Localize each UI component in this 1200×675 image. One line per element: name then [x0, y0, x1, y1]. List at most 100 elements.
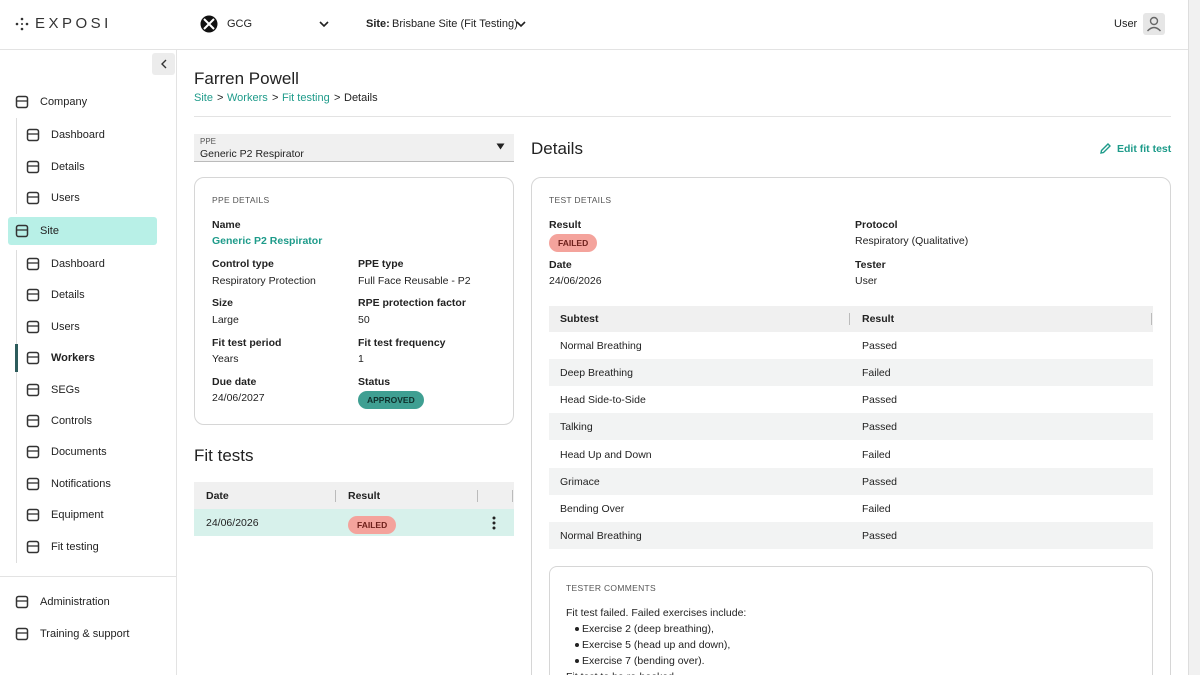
- table-row: [549, 359, 1153, 387]
- nav-item[interactable]: Details: [51, 289, 85, 302]
- nav-item[interactable]: SEGs: [51, 383, 80, 396]
- logo-mark-svg: [15, 17, 29, 31]
- site-name[interactable]: Brisbane Site (Fit Testing): [392, 18, 518, 30]
- cell: Passed: [862, 475, 898, 488]
- column-header: Date: [206, 490, 229, 502]
- field-label: Status: [358, 375, 391, 388]
- field-label: Protocol: [855, 219, 898, 231]
- comments-box: [549, 566, 1153, 675]
- cell: Head Side-to-Side: [560, 394, 646, 407]
- field-label: Fit test frequency: [358, 336, 446, 349]
- comment-text: Fit test to be re-booked: [566, 670, 674, 675]
- comment-item: Exercise 5 (head up and down),: [582, 639, 731, 651]
- nav-icon: [26, 288, 40, 302]
- nav-icon: [26, 128, 40, 142]
- nav-group[interactable]: Training & support: [40, 628, 130, 640]
- section-title: Fit tests: [194, 446, 254, 465]
- edit-button[interactable]: Edit fit test: [1117, 143, 1172, 155]
- cell: Failed: [862, 367, 891, 380]
- org-logo: [200, 15, 218, 33]
- field-value: 24/06/2027: [212, 392, 265, 405]
- select-arrow: [496, 143, 505, 150]
- logo-mark: [14, 17, 30, 31]
- cell: Normal Breathing: [560, 340, 642, 352]
- chevron: [318, 19, 330, 29]
- nav-group[interactable]: Administration: [40, 596, 110, 608]
- section-title: Details: [531, 139, 583, 158]
- nav-item[interactable]: Dashboard: [51, 129, 105, 141]
- nav-item[interactable]: Notifications: [51, 477, 111, 490]
- nav-rail: [16, 118, 17, 214]
- nav-item[interactable]: Documents: [51, 446, 107, 459]
- nav-icon: [15, 224, 29, 238]
- nav-item[interactable]: Details: [51, 160, 85, 173]
- field-value: Years: [212, 353, 239, 366]
- field-label: Name: [212, 219, 241, 231]
- card: [531, 177, 1171, 675]
- column-separator: [335, 490, 336, 502]
- nav-icon: [26, 257, 40, 271]
- nav-icon-svg: [15, 224, 29, 238]
- nav-icon-svg: [26, 320, 40, 334]
- table-row: [549, 494, 1153, 522]
- nav-icon: [26, 383, 40, 397]
- nav-icon-svg: [26, 446, 40, 459]
- column-separator: [477, 490, 478, 502]
- field-value: Respiratory Protection: [212, 274, 316, 287]
- cell: Head Up and Down: [560, 448, 652, 461]
- nav-group[interactable]: Company: [40, 96, 88, 108]
- cell: Talking: [560, 421, 593, 434]
- field-label: PPE type: [358, 258, 404, 270]
- nav-group[interactable]: Site: [40, 225, 59, 237]
- field-label: Control type: [212, 258, 274, 270]
- nav-active-bar: [15, 344, 18, 373]
- nav-icon-svg: [15, 627, 29, 641]
- collapse-button[interactable]: [152, 53, 175, 75]
- row-menu-svg: [492, 516, 496, 530]
- nav-icon-svg: [26, 191, 40, 205]
- nav-active-group: [8, 217, 157, 245]
- nav-item[interactable]: Users: [51, 320, 80, 333]
- organisation[interactable]: GCG: [227, 18, 253, 30]
- status-badge: APPROVED: [358, 390, 424, 409]
- nav-item[interactable]: Workers: [51, 352, 95, 365]
- cell: Failed: [862, 448, 891, 461]
- nav-item[interactable]: Controls: [51, 415, 92, 427]
- nav-icon-svg: [15, 595, 29, 609]
- nav-item[interactable]: Fit testing: [51, 540, 99, 553]
- cell: Failed: [862, 502, 891, 515]
- user-avatar: [1143, 13, 1165, 35]
- breadcrumb-item[interactable]: Fit testing: [282, 92, 330, 104]
- chevron-svg: [516, 21, 526, 28]
- field-value[interactable]: Generic P2 Respirator: [212, 235, 323, 247]
- nav-icon: [26, 351, 40, 365]
- user-name[interactable]: User: [1114, 18, 1138, 30]
- nav-item[interactable]: Users: [51, 192, 80, 204]
- card-heading: TEST DETAILS: [549, 195, 612, 205]
- nav-icon-svg: [26, 477, 40, 491]
- page-title: Farren Powell: [194, 69, 299, 88]
- table-row: [549, 413, 1153, 441]
- field-label: Tester: [855, 259, 886, 271]
- nav-icon-svg: [26, 414, 40, 428]
- breadcrumb-item[interactable]: Workers: [227, 92, 268, 104]
- nav-icon-svg: [26, 128, 40, 142]
- breadcrumb-separator: >: [272, 92, 279, 104]
- breadcrumb-item[interactable]: Site: [194, 92, 213, 104]
- cell: Deep Breathing: [560, 367, 633, 380]
- header: [0, 0, 1188, 50]
- nav-item[interactable]: Dashboard: [51, 258, 105, 270]
- nav-icon: [26, 477, 40, 491]
- field-value: 1: [358, 353, 364, 366]
- row-menu[interactable]: [491, 516, 497, 530]
- cell: Passed: [862, 394, 898, 407]
- field-value: Respiratory (Qualitative): [855, 235, 969, 247]
- field-label: Due date: [212, 375, 257, 388]
- result-badge: FAILED: [549, 234, 598, 252]
- nav-item[interactable]: Equipment: [51, 509, 104, 522]
- select[interactable]: [194, 134, 514, 162]
- nav-icon: [26, 320, 40, 334]
- nav-icon-svg: [26, 508, 40, 522]
- comment-text: Fit test failed. Failed exercises includ…: [566, 607, 747, 619]
- nav-icon: [26, 414, 40, 428]
